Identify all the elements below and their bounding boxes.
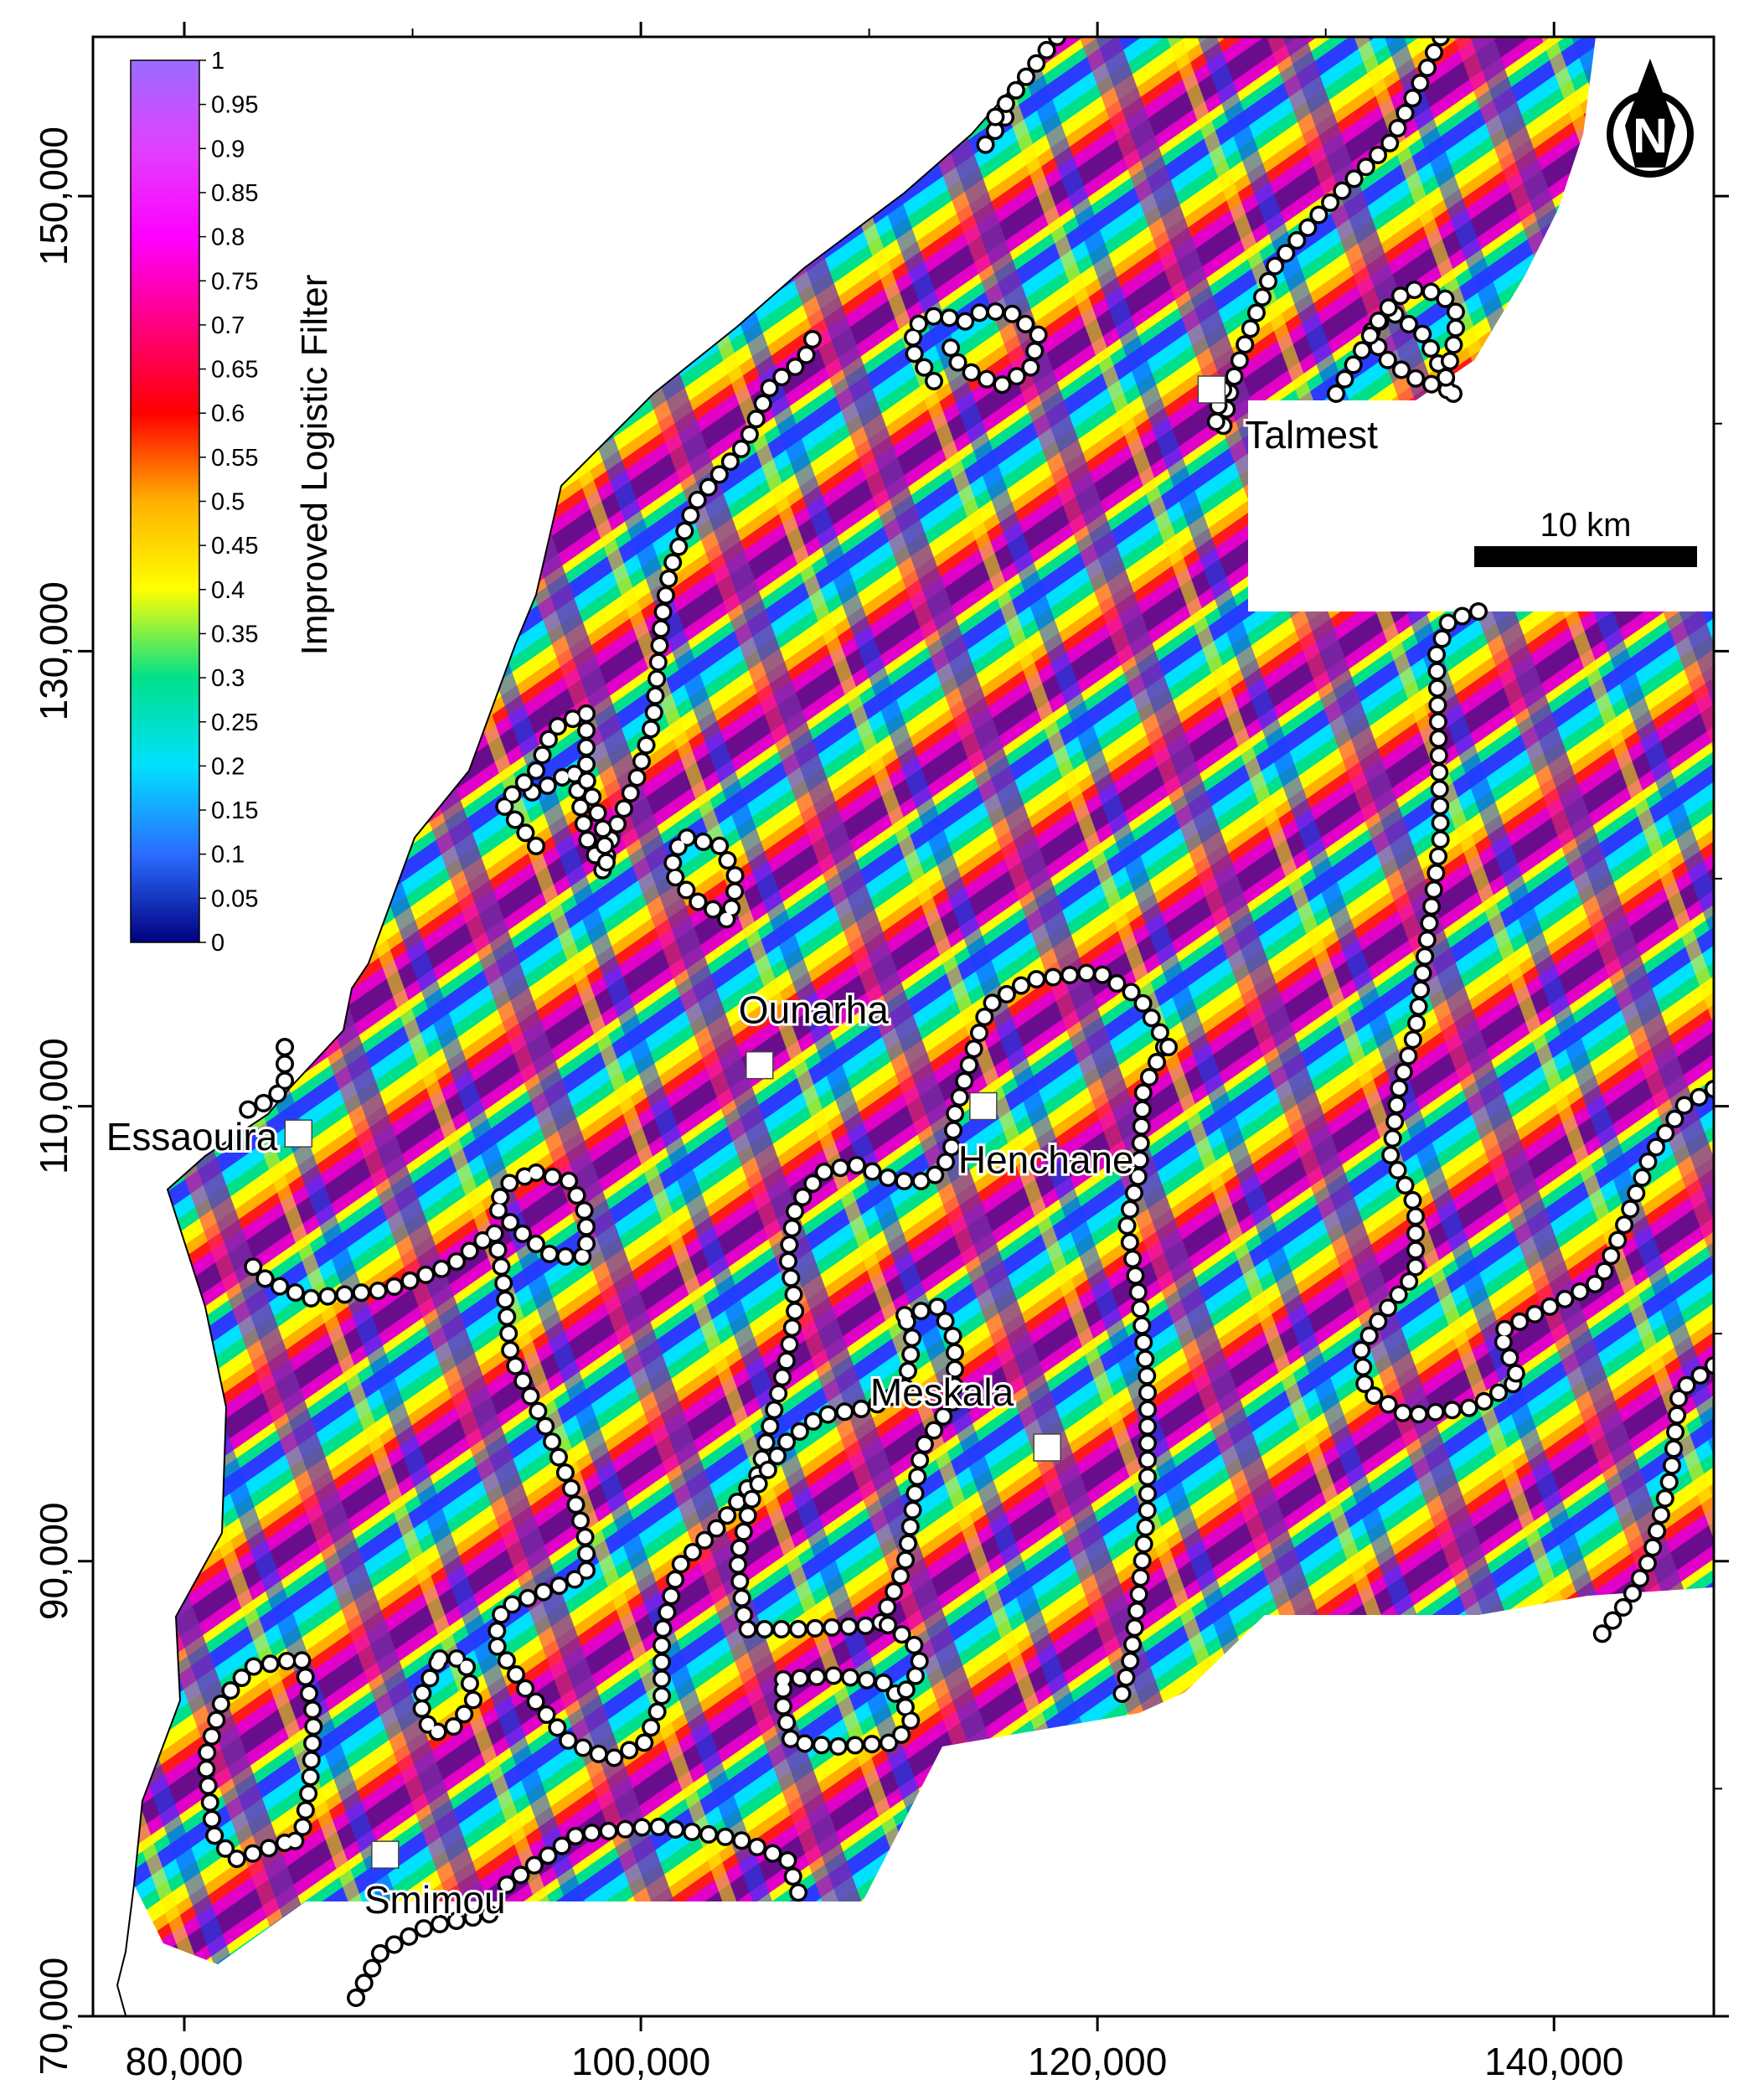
lineament: [1216, 37, 1447, 434]
colorbar-tick-label: 0.1: [211, 842, 245, 869]
lineaments: [196, 37, 1714, 2007]
town-label: Henchane: [958, 1138, 1134, 1182]
y-tick-label: 70,000: [32, 1958, 75, 2076]
colorbar-ramp: [130, 59, 200, 943]
town-label: Smimou: [364, 1878, 506, 1922]
colorbar-tick-label: 0.15: [211, 797, 258, 824]
north-arrow-label: N: [1633, 109, 1668, 163]
y-tick-label: 150,000: [32, 126, 75, 266]
towns: Talmest Ounarha Henchane Essaouira Meskala Sm…: [104, 375, 1380, 1924]
lineament: [906, 303, 1045, 392]
coastline: [116, 37, 1061, 2016]
x-tick-label: 120,000: [1028, 2040, 1167, 2083]
x-tick-label: 100,000: [571, 2040, 710, 2083]
y-tick-label: 90,000: [32, 1502, 75, 1620]
town-label: Meskala: [870, 1370, 1014, 1414]
lineament: [1493, 1082, 1714, 1380]
colorbar-tick-label: 0.45: [211, 533, 258, 560]
lineament: [730, 1300, 962, 1636]
colorbar-tick-label: 0.85: [211, 180, 258, 207]
town-marker: [284, 1119, 313, 1148]
colorbar-title: Improved Logistic Filter: [294, 275, 335, 656]
town-label: Talmest: [1245, 413, 1378, 457]
colorbar-tick-label: 0.4: [211, 577, 245, 604]
lineament: [412, 1652, 480, 1741]
lineament: [488, 1166, 593, 1263]
colorbar-tick-label: 0.9: [211, 136, 245, 163]
colorbar-tick-label: 0.5: [211, 489, 245, 516]
scale-bar-label: 10 km: [1540, 507, 1632, 544]
town-marker: [1197, 375, 1226, 404]
colorbar-tick-label: 0.7: [211, 312, 245, 339]
lineament: [517, 333, 819, 878]
town-marker: [1033, 1433, 1061, 1462]
colorbar-tick-label: 0: [211, 930, 224, 957]
town-marker: [746, 1050, 774, 1080]
colorbar-tick-label: 0.2: [211, 753, 245, 780]
colorbar-tick-label: 0.8: [211, 224, 245, 251]
y-tick-label: 110,000: [32, 1038, 75, 1174]
lineament: [1354, 605, 1523, 1422]
town-label: Ounarha: [739, 988, 889, 1032]
x-axis: 80,000 100,000 120,000 140,000: [126, 22, 1623, 2083]
x-tick-label: 80,000: [126, 2040, 244, 2083]
lineament: [500, 1819, 807, 1904]
lineament: [199, 1652, 321, 1866]
colorbar-tick-label: 0.3: [211, 665, 245, 692]
x-tick-label: 140,000: [1484, 2040, 1623, 2083]
lineament: [496, 705, 614, 878]
colorbar-tick-label: 0.65: [211, 357, 258, 384]
lineament: [228, 1040, 292, 1121]
lineament: [349, 1907, 497, 2005]
colorbar: 1 0.95 0.9 0.85 0.8 0.75 0.7 0.65 0.6 0.55 0.5 0.45…: [130, 48, 335, 957]
colorbar-tick-label: 0.35: [211, 621, 258, 648]
scale-bar-rect: [1474, 546, 1697, 567]
town-marker: [371, 1840, 400, 1869]
lineament: [881, 1618, 928, 1699]
colorbar-tick-label: 0.05: [211, 885, 258, 912]
north-arrow-icon: N: [1607, 59, 1694, 178]
colorbar-tick-label: 0.6: [211, 400, 245, 427]
lineament: [1208, 383, 1230, 442]
town-label: Essaouira: [106, 1115, 278, 1158]
colorbar-tick-label: 0.55: [211, 445, 258, 472]
lineament: [236, 965, 1175, 1766]
lineament: [978, 111, 1012, 153]
lineament: [776, 1669, 920, 1753]
lineament: [663, 831, 744, 928]
colorbar-labels: 1 0.95 0.9 0.85 0.8 0.75 0.7 0.65 0.6 0.55 0.5 0.45…: [199, 48, 258, 957]
scale-bar: 10 km: [1474, 507, 1697, 567]
colorbar-tick-label: 1: [211, 48, 224, 75]
town-marker: [969, 1091, 998, 1121]
map-frame: [91, 35, 1715, 2018]
y-tick-label: 130,000: [32, 581, 75, 720]
colorbar-tick-label: 0.25: [211, 709, 258, 736]
y-axis: 70,000 90,000 110,000 130,000 150,000: [32, 126, 1729, 2075]
lineament: [1589, 1359, 1714, 1649]
colorbar-tick-label: 0.75: [211, 268, 258, 295]
colorbar-tick-label: 0.95: [211, 92, 258, 119]
lineament: [1329, 282, 1464, 400]
lineament: [1112, 1040, 1171, 1716]
lineament: [982, 37, 1064, 132]
